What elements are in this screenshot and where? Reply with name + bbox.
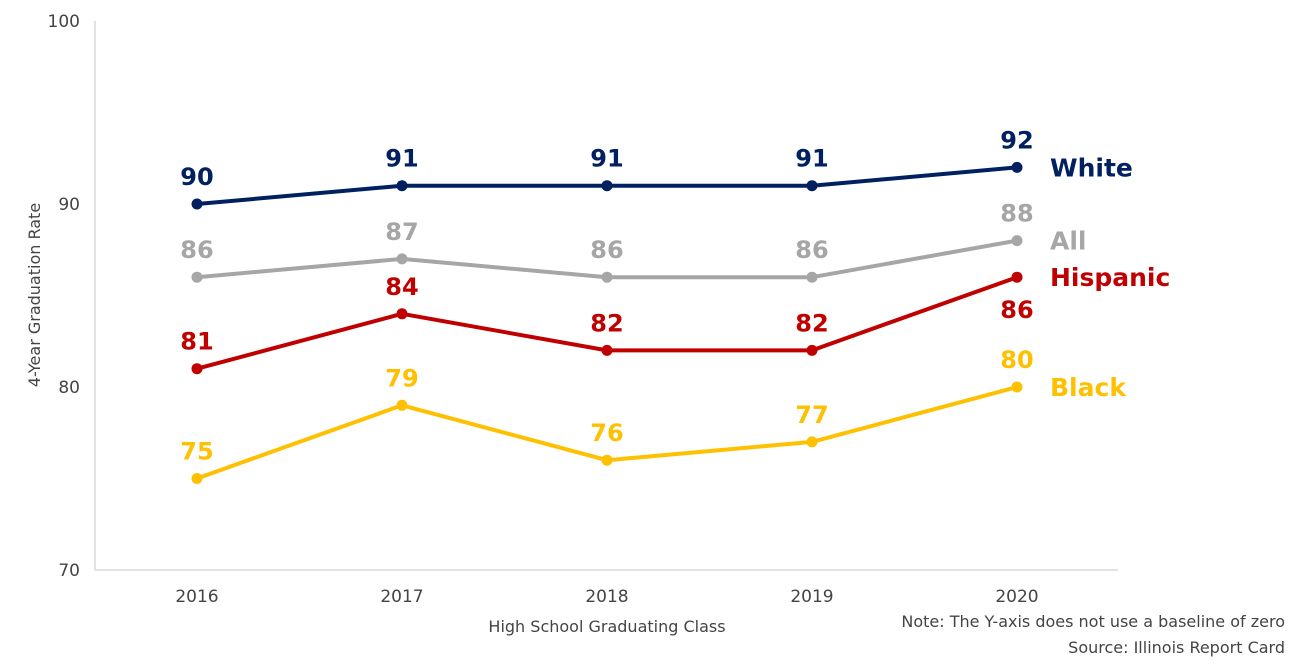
x-tick-label: 2019 [790,587,833,607]
data-label: 87 [385,218,418,246]
data-point [1011,235,1023,247]
data-point [396,399,408,411]
data-point [191,198,203,210]
x-tick-label: 2017 [380,587,423,607]
data-point [806,271,818,283]
data-point [601,344,613,356]
data-label: 86 [1000,296,1033,324]
data-label: 75 [180,438,213,466]
data-point [806,180,818,192]
series-all: 86 87 86 86 88 All [180,200,1087,283]
data-label: 76 [590,419,623,447]
y-axis-label: 4-Year Graduation Rate [25,203,44,387]
data-label: 81 [180,328,213,356]
data-label: 91 [590,145,623,173]
data-label: 91 [385,145,418,173]
data-label: 86 [590,236,623,264]
y-tick-label: 80 [58,378,80,398]
data-label: 77 [795,401,828,429]
y-tick-label: 90 [58,195,80,215]
data-point [191,473,203,484]
data-label: 86 [180,236,213,264]
data-label: 80 [1000,346,1033,374]
series-black: 75 79 76 77 80 Black [180,346,1127,484]
data-point [601,271,613,283]
data-label: 82 [590,309,623,337]
data-label: 82 [795,309,828,337]
y-tick-label: 70 [58,561,80,581]
data-point [601,180,613,192]
data-label: 91 [795,145,828,173]
x-tick-label: 2020 [995,587,1038,607]
note-baseline: Note: The Y-axis does not use a baseline… [901,612,1285,631]
y-tick-label: 100 [48,12,80,32]
data-point [806,436,818,448]
x-tick-label: 2018 [585,587,628,607]
series-name-label: White [1050,153,1133,182]
series-name-label: All [1050,227,1087,256]
data-point [806,344,818,356]
data-point [1011,381,1023,393]
data-label: 79 [385,364,418,392]
series-name-label: Black [1050,373,1127,402]
data-point [191,271,203,283]
data-label: 92 [1000,126,1033,154]
series-hispanic: 81 84 82 82 86 Hispanic [180,263,1170,375]
x-tick-label: 2016 [175,587,218,607]
data-point [601,454,613,466]
data-point [396,180,408,192]
data-point [1011,271,1023,283]
data-point [396,253,408,265]
note-source: Source: Illinois Report Card [1068,638,1285,657]
data-point [1011,161,1023,173]
data-label: 86 [795,236,828,264]
series-white: 90 91 91 91 92 White [180,126,1133,210]
data-point [396,308,408,320]
x-axis-label: High School Graduating Class [488,617,725,636]
series-name-label: Hispanic [1050,263,1170,292]
data-label: 84 [385,273,418,301]
data-point [191,363,203,375]
data-label: 88 [1000,200,1033,228]
data-label: 90 [180,163,213,191]
